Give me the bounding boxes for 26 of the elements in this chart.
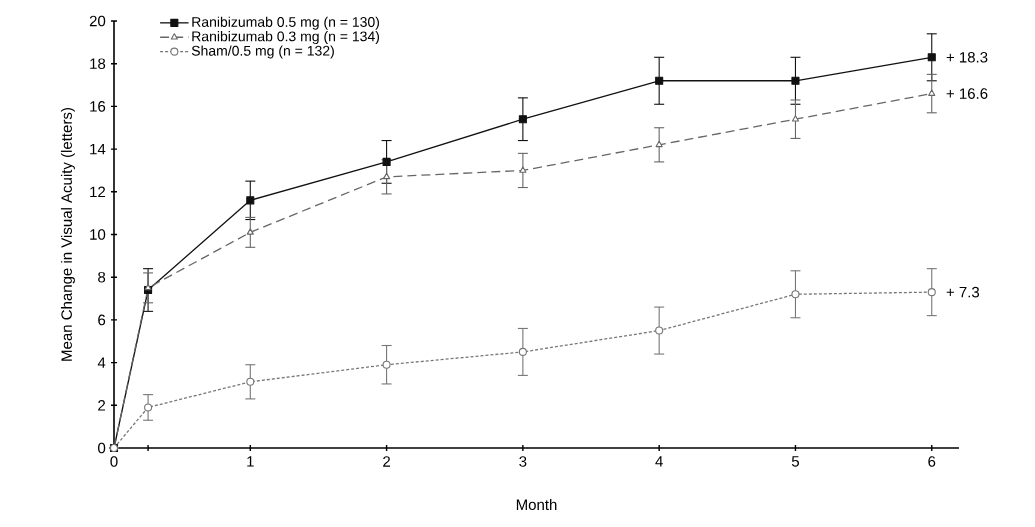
- x-tick-label: 5: [791, 456, 800, 467]
- x-tick-label: 2: [383, 456, 390, 467]
- y-tick-label: 12: [90, 186, 106, 198]
- y-tick-label: 2: [98, 400, 106, 411]
- y-tick-label: 0: [98, 442, 106, 454]
- x-axis-title: Month: [516, 499, 557, 511]
- y-tick-label: 18: [90, 58, 106, 69]
- x-tick-label: 3: [519, 456, 527, 467]
- x-tick-label: 6: [928, 456, 936, 467]
- y-tick-label: 14: [90, 143, 106, 155]
- data-label: + 18.3: [946, 51, 988, 63]
- data-label: + 7.3: [946, 286, 980, 298]
- y-tick-label: 4: [97, 357, 106, 368]
- y-tick-label: 20: [89, 15, 106, 27]
- x-tick-label: 1: [247, 456, 254, 467]
- data-label: + 16.6: [946, 88, 988, 99]
- x-tick-label: 0: [110, 456, 118, 467]
- x-tick-label: 4: [655, 456, 663, 467]
- legend-label: Ranibizumab 0.3 mg (n = 134): [192, 31, 380, 45]
- y-tick-label: 16: [90, 101, 106, 112]
- legend-label: Sham/0.5 mg (n = 132): [191, 45, 334, 59]
- legend-label: Ranibizumab 0.5 mg (n = 130): [192, 16, 380, 30]
- y-tick-label: 8: [98, 271, 106, 283]
- y-tick-label: 10: [90, 229, 106, 240]
- y-axis-title: Mean Change in Visual Acuity (letters): [60, 108, 75, 361]
- y-tick-label: 6: [98, 314, 106, 326]
